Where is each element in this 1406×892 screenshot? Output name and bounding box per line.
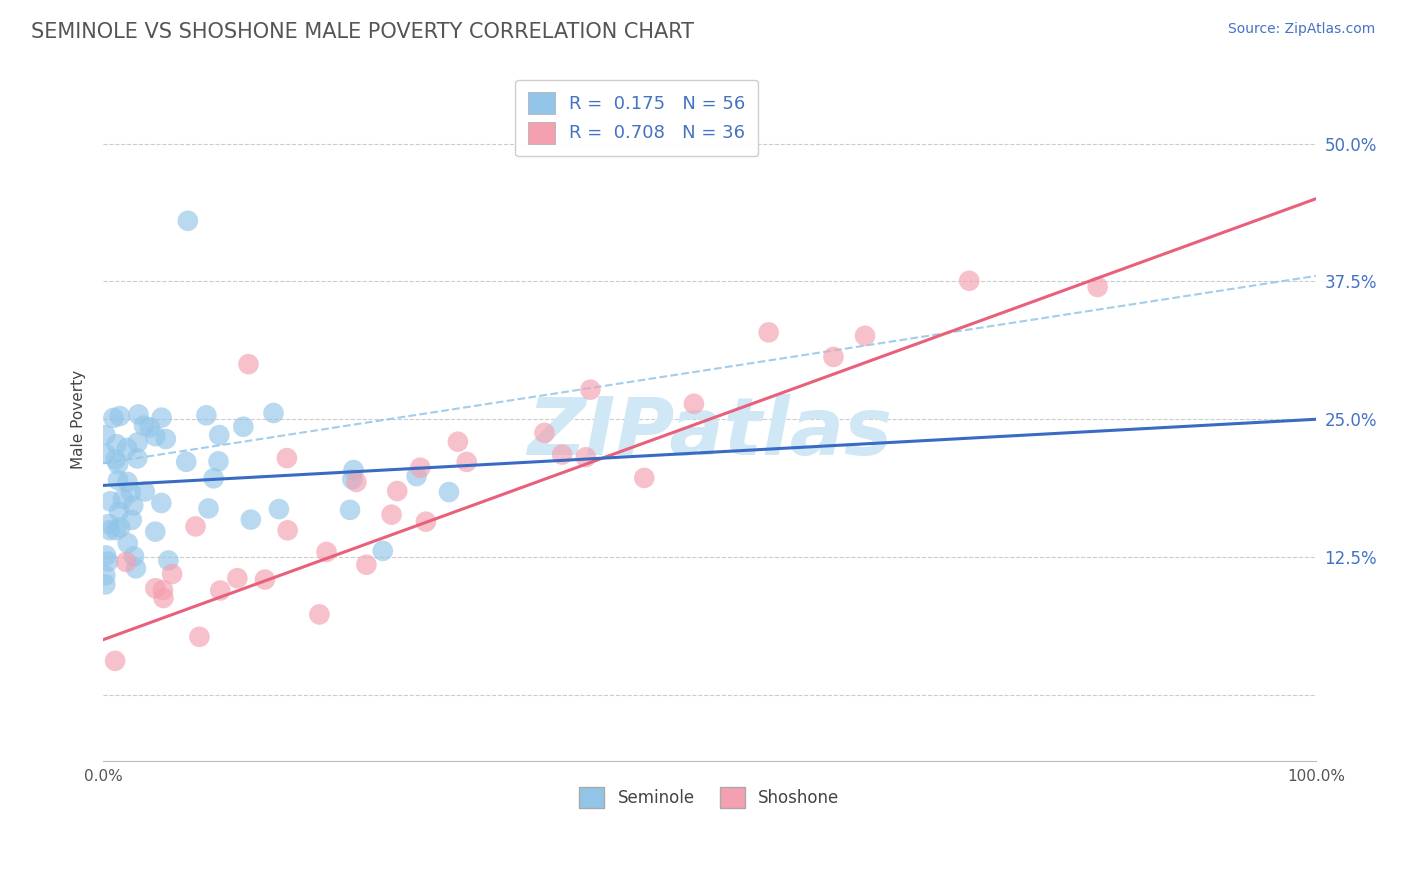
Point (371, 544, 394, 558)
Point (105, 437, 128, 451)
Point (207, 454, 229, 468)
Point (121, 513, 143, 527)
Point (575, 450, 598, 465)
Y-axis label: Male Poverty: Male Poverty (72, 369, 86, 469)
Point (134, 484, 156, 499)
Point (957, 274, 980, 288)
Point (277, 524, 299, 538)
Point (105, 523, 128, 537)
Point (315, 545, 337, 559)
Text: SEMINOLE VS SHOSHONE MALE POVERTY CORRELATION CHART: SEMINOLE VS SHOSHONE MALE POVERTY CORREL… (31, 22, 695, 42)
Point (239, 513, 262, 527)
Point (188, 630, 211, 644)
Point (160, 566, 183, 581)
Point (139, 420, 162, 434)
Point (104, 654, 127, 668)
Point (202, 471, 225, 485)
Point (155, 432, 177, 446)
Point (122, 499, 145, 513)
Point (380, 508, 402, 522)
Point (94, 447, 117, 461)
Point (115, 441, 138, 455)
Point (111, 491, 134, 506)
Point (197, 501, 219, 516)
Point (150, 496, 173, 510)
Point (104, 452, 127, 467)
Point (117, 475, 139, 489)
Point (405, 469, 427, 483)
Point (853, 328, 876, 343)
Point (184, 519, 207, 533)
Point (98, 494, 121, 508)
Point (1087, 280, 1109, 294)
Point (253, 573, 276, 587)
Point (267, 502, 290, 516)
Point (94, 577, 117, 591)
Point (633, 471, 655, 485)
Point (437, 485, 460, 500)
Point (342, 472, 364, 486)
Point (152, 582, 174, 597)
Point (456, 455, 478, 469)
Point (308, 607, 330, 622)
Point (342, 463, 364, 477)
Point (758, 326, 780, 340)
Point (276, 451, 298, 466)
Point (208, 428, 231, 442)
Point (108, 409, 131, 423)
Point (132, 418, 155, 433)
Point (143, 581, 166, 595)
Text: ZIPatlas: ZIPatlas (527, 394, 891, 472)
Point (120, 485, 142, 500)
Point (97, 516, 120, 531)
Point (152, 591, 174, 605)
Point (356, 558, 378, 572)
Point (117, 536, 139, 550)
Point (127, 408, 149, 422)
Point (94, 568, 117, 582)
Point (579, 383, 602, 397)
Point (150, 410, 173, 425)
Point (97, 555, 120, 569)
Point (533, 425, 555, 440)
Point (107, 473, 129, 487)
Point (339, 503, 361, 517)
Point (145, 429, 167, 443)
Point (177, 214, 200, 228)
Point (387, 483, 409, 498)
Point (232, 419, 254, 434)
Legend: Seminole, Shoshone: Seminole, Shoshone (572, 780, 846, 814)
Point (823, 350, 845, 364)
Point (195, 409, 218, 423)
Point (157, 553, 180, 567)
Point (143, 524, 166, 539)
Point (344, 475, 367, 489)
Point (115, 555, 138, 569)
Point (174, 455, 197, 469)
Point (110, 520, 132, 534)
Point (551, 448, 574, 462)
Point (683, 397, 706, 411)
Point (94, 549, 117, 563)
Point (415, 515, 437, 529)
Point (409, 460, 432, 475)
Text: Source: ZipAtlas.com: Source: ZipAtlas.com (1227, 22, 1375, 37)
Point (263, 406, 285, 420)
Point (127, 435, 149, 450)
Point (238, 357, 260, 371)
Point (108, 504, 131, 518)
Point (209, 583, 232, 598)
Point (127, 451, 149, 466)
Point (122, 549, 145, 564)
Point (447, 434, 470, 449)
Point (103, 411, 125, 425)
Point (98, 523, 121, 537)
Point (125, 561, 148, 575)
Point (107, 457, 129, 471)
Point (94, 428, 117, 442)
Point (226, 571, 249, 585)
